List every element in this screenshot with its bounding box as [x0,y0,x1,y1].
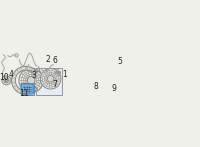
Text: 8: 8 [94,82,98,91]
Text: 6: 6 [52,56,57,65]
Text: 11: 11 [20,89,29,98]
Circle shape [56,70,59,72]
Text: 3: 3 [32,71,36,80]
Text: 10: 10 [0,73,9,82]
Text: 5: 5 [117,57,122,66]
Circle shape [40,69,61,89]
Polygon shape [12,66,37,95]
Circle shape [24,91,27,93]
FancyBboxPatch shape [36,68,62,95]
Circle shape [55,72,57,74]
Circle shape [47,76,54,82]
Circle shape [19,68,43,93]
Circle shape [4,78,9,83]
Text: 9: 9 [112,84,117,93]
Circle shape [59,72,61,74]
Text: 2: 2 [45,55,50,64]
Text: 4: 4 [9,70,14,79]
FancyBboxPatch shape [21,84,33,94]
Circle shape [58,74,60,76]
Circle shape [27,77,35,84]
Circle shape [5,79,7,81]
Circle shape [2,76,11,85]
Text: 1: 1 [62,70,66,79]
Text: 7: 7 [52,80,57,89]
